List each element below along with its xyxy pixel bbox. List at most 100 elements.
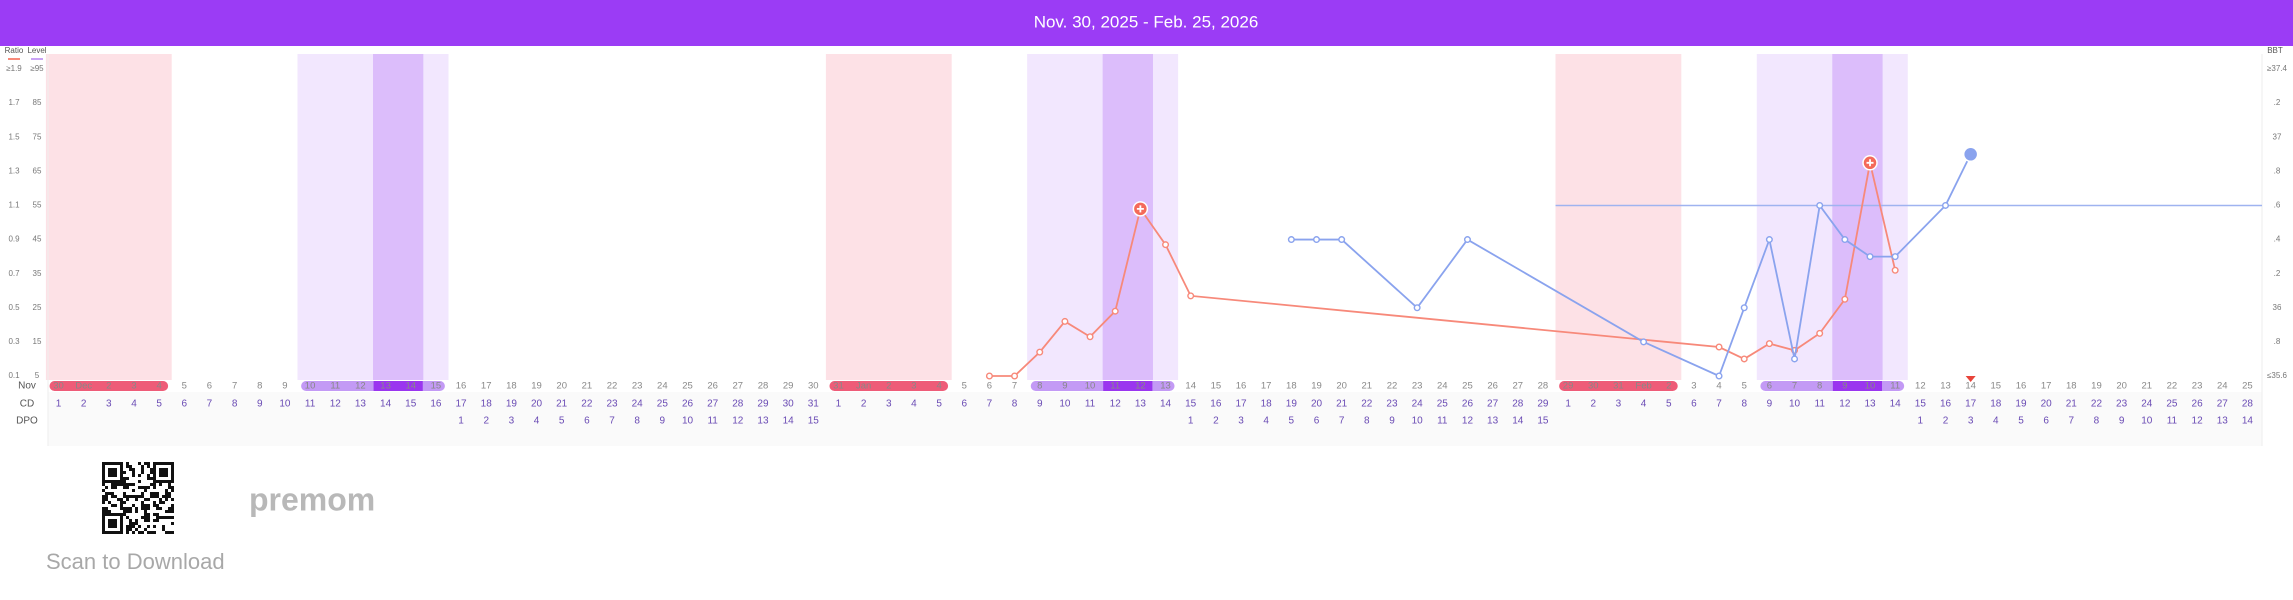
cycle-day: 16	[430, 399, 442, 410]
qr-cell	[153, 519, 156, 522]
level-tick-label: 65	[33, 166, 42, 175]
cycle-day: 5	[936, 399, 942, 410]
qr-cell	[153, 504, 156, 507]
brand-logo: premom	[249, 481, 375, 517]
qr-cell	[144, 486, 147, 489]
qr-cell	[144, 507, 147, 510]
qr-cell	[144, 498, 147, 501]
qr-cell	[102, 510, 105, 513]
period-pill	[49, 381, 169, 391]
qr-cell	[147, 477, 150, 480]
qr-cell	[120, 501, 123, 504]
dpo-day: 8	[2094, 416, 2100, 427]
peak-pill	[1103, 381, 1153, 391]
point	[1866, 253, 1874, 261]
qr-cell	[105, 495, 108, 498]
qr-cell	[123, 501, 126, 504]
qr-cell	[105, 486, 108, 489]
date-label: 14	[405, 381, 416, 392]
qr-cell	[120, 498, 123, 501]
peak-pill	[1832, 381, 1883, 391]
dpo-day: 9	[660, 416, 666, 427]
date-label: 13	[1160, 381, 1171, 392]
point	[1111, 307, 1119, 315]
cycle-day: 11	[1815, 399, 1826, 410]
qr-cell	[135, 510, 138, 513]
point	[1011, 372, 1019, 380]
qr-cell	[147, 531, 150, 534]
cycle-day: 7	[1716, 399, 1722, 410]
cycle-day: 24	[632, 399, 644, 410]
qr-finder	[153, 462, 174, 483]
qr-cell	[165, 489, 168, 492]
cycle-day: 3	[106, 399, 112, 410]
qr-cell	[153, 501, 156, 504]
qr-cell	[138, 525, 141, 528]
qr-cell	[162, 501, 165, 504]
date-label: 11	[330, 381, 340, 392]
ratio-tick-label: 0.7	[8, 269, 20, 278]
qr-cell	[135, 528, 138, 531]
qr-cell	[132, 522, 135, 525]
bbt-tick-label: .2	[2274, 98, 2281, 107]
qr-cell	[171, 486, 174, 489]
cycle-day: 23	[2116, 399, 2128, 410]
qr-cell	[147, 498, 150, 501]
date-label: Jan	[856, 381, 871, 392]
date-label: 27	[733, 381, 744, 392]
date-label: 6	[1767, 381, 1772, 392]
qr-cell	[120, 507, 123, 510]
cycle-day: 2	[1590, 399, 1596, 410]
date-label: 23	[1412, 381, 1423, 392]
date-label: 27	[1512, 381, 1523, 392]
bbt-tick-label: 37	[2273, 132, 2282, 141]
ratio-tick-label: 1.5	[8, 132, 20, 141]
dpo-day: 6	[2043, 416, 2049, 427]
qr-cell	[138, 531, 141, 534]
cycle-day: 13	[355, 399, 367, 410]
cycle-day: 14	[1890, 399, 1902, 410]
date-label: 3	[911, 381, 916, 392]
qr-cell	[117, 483, 120, 486]
qr-cell	[162, 528, 165, 531]
point	[1740, 355, 1748, 363]
cycle-day: 12	[1839, 399, 1851, 410]
qr-cell	[150, 477, 153, 480]
cycle-day: 25	[1437, 399, 1449, 410]
date-label: 3	[131, 381, 136, 392]
qr-cell	[141, 465, 144, 468]
qr-cell	[123, 513, 126, 516]
qr-cell	[126, 525, 129, 528]
key-point-plus	[1136, 205, 1144, 213]
dpo-day: 7	[1339, 416, 1345, 427]
qr-cell	[108, 492, 111, 495]
qr-cell	[126, 486, 129, 489]
cycle-day: 1	[56, 399, 62, 410]
level-tick-label: 5	[35, 371, 40, 380]
date-label: 30	[53, 381, 64, 392]
dpo-day: 6	[584, 416, 590, 427]
qr-cell	[132, 495, 135, 498]
point	[1715, 343, 1723, 351]
point	[1413, 304, 1421, 312]
qr-cell	[141, 471, 144, 474]
qr-finder-core	[159, 468, 168, 477]
qr-cell	[111, 486, 114, 489]
period-band	[45, 54, 172, 380]
bbt-axis-title: BBT	[2267, 46, 2283, 55]
row-label: DPO	[16, 416, 38, 427]
cycle-day: 23	[606, 399, 618, 410]
qr-cell	[129, 507, 132, 510]
qr-cell	[171, 504, 174, 507]
qr-cell	[168, 483, 171, 486]
qr-cell	[111, 483, 114, 486]
date-label: 5	[962, 381, 967, 392]
date-label: Feb	[1635, 381, 1651, 392]
date-label: 2	[886, 381, 891, 392]
point	[1036, 348, 1044, 356]
ratio-axis-title: Ratio	[5, 46, 24, 55]
qr-cell	[123, 495, 126, 498]
qr-cell	[132, 489, 135, 492]
date-label: 3	[1691, 381, 1696, 392]
cycle-day: 27	[707, 399, 719, 410]
